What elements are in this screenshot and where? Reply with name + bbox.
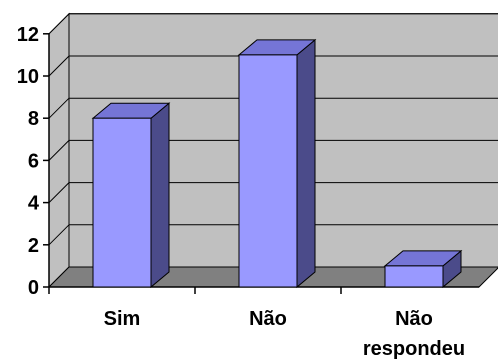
category-label-line: Sim <box>104 308 141 330</box>
y-tick-label: 0 <box>28 277 39 299</box>
gridline-side <box>48 55 70 77</box>
category-label: Não <box>249 308 287 330</box>
bar-front <box>384 265 444 288</box>
bars <box>91 38 463 289</box>
y-tick-label: 4 <box>28 193 40 215</box>
y-tick-label: 2 <box>28 235 39 257</box>
bar-side <box>150 102 170 289</box>
category-label-line: respondeu <box>363 338 465 360</box>
bar-side <box>296 38 316 289</box>
gridline-side <box>48 224 70 246</box>
y-tick-label: 10 <box>17 66 39 88</box>
category-label-line: Não <box>395 308 433 330</box>
x-tick-labels: Sim Não Não respondeu <box>104 308 465 360</box>
category-label-line: Não <box>249 308 287 330</box>
y-tick-label: 12 <box>17 24 39 46</box>
category-label: Sim <box>104 308 141 330</box>
bar-front <box>92 117 152 288</box>
y-tick-labels: 0 2 4 6 8 10 12 <box>17 24 40 299</box>
bar <box>91 102 171 289</box>
y-tick-label: 6 <box>28 150 39 172</box>
bar-front <box>238 54 298 288</box>
gridline-side <box>48 182 70 203</box>
gridline-side <box>48 140 70 161</box>
bar <box>237 38 317 289</box>
bar <box>383 249 463 289</box>
category-label: Não respondeu <box>363 308 465 360</box>
gridline-side <box>48 97 70 119</box>
y-tick-label: 8 <box>28 108 39 130</box>
gridline-side <box>48 13 70 35</box>
